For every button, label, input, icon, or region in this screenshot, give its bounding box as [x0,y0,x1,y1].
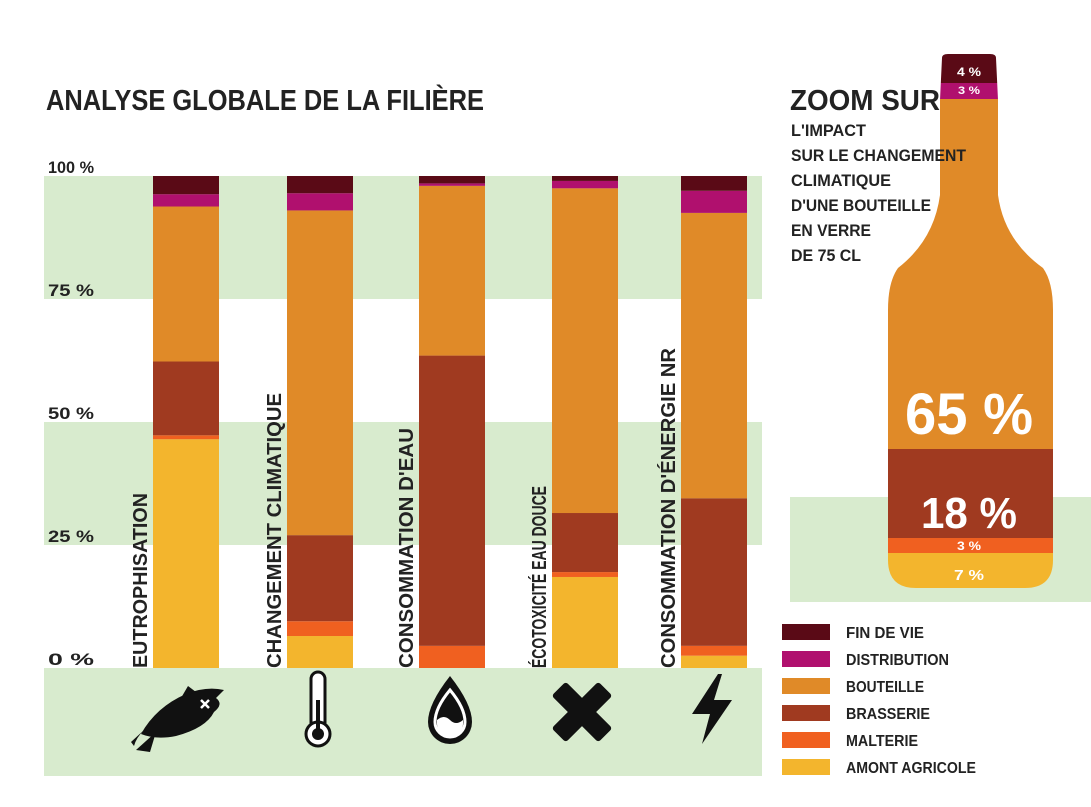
bar-labels: EUTROPHISATION CHANGEMENT CLIMATIQUE CONSO… [130,347,680,668]
bar-segment [287,636,353,668]
bar-segment [419,355,485,646]
icon-row [131,670,732,752]
bar-segment [681,190,747,213]
bar-segment [552,176,618,181]
zoom-title: ZOOM SUR [790,85,940,117]
bar-segment [681,645,747,656]
thermometer-icon [304,670,332,748]
bar-label: ÉCOTOXICITÉ EAU DOUCE [528,486,551,668]
stacked-bar-chart [153,176,747,668]
chart-title: ANALYSE GLOBALE DE LA FILIÈRE [46,83,484,117]
bar-segment [681,498,747,646]
bar-segment [681,212,747,499]
bar-segment [419,645,485,668]
zoom-subtitle-line: CLIMATIQUE [791,171,891,190]
bar-segment [552,572,618,577]
bar-label: CONSOMMATION D'ÉNERGIE NR [657,347,680,668]
bar-segment [153,439,219,668]
legend-label: BRASSERIE [846,706,930,723]
bar-segment [419,176,485,184]
bar-segment [153,194,219,207]
bar-segment [552,513,618,573]
bottle-segment [888,553,1053,588]
bar-segment [287,176,353,194]
bar-segment [153,361,219,436]
bottle-segment [888,538,1053,553]
bottle-value-label: 18 % [921,489,1017,538]
legend-label: FIN DE VIE [846,625,924,642]
y-tick-label: 0 % [48,650,94,669]
bottle-value-label: 4 % [957,65,981,79]
bar-segment [681,176,747,191]
legend-swatch [782,705,830,721]
legend-label: DISTRIBUTION [846,652,949,669]
zoom-subtitle-line: L'IMPACT [791,121,867,140]
legend-label: AMONT AGRICOLE [846,760,976,777]
bar-segment [552,188,618,514]
legend-swatch [782,732,830,748]
bar-segment [419,183,485,186]
y-tick-label: 75 % [48,281,94,300]
zoom-subtitle-line: SUR LE CHANGEMENT [791,146,967,165]
bottle-value-label: 3 % [958,85,980,97]
zoom-text: ZOOM SUR L'IMPACT SUR LE CHANGEMENT CLIMATI… [790,65,1033,584]
legend-swatch [782,624,830,640]
bar-segment [287,621,353,637]
y-tick-label: 100 % [48,158,94,177]
zoom-subtitle-line: EN VERRE [791,221,871,240]
bar-segment [287,210,353,536]
legend-swatch [782,678,830,694]
bar-label: EUTROPHISATION [130,493,152,668]
bar-segment [287,535,353,622]
bar-segment [681,655,747,668]
zoom-subtitle-line: D'UNE BOUTEILLE [791,196,931,215]
bottle-segment [888,449,1053,538]
bar-segment [419,185,485,356]
y-tick-label: 25 % [48,527,94,546]
legend-label: MALTERIE [846,733,918,750]
bottle-value-label: 7 % [954,567,984,584]
bar-segment [552,576,618,668]
bar-segment [552,180,618,189]
band-75-100 [44,176,762,299]
bar-segment [153,176,219,195]
bar-label: CONSOMMATION D'EAU [396,428,418,668]
fish-icon [131,686,224,752]
bar-segment [153,435,219,440]
legend-label: BOUTEILLE [846,679,924,696]
zoom-subtitle-line: DE 75 CL [791,246,861,265]
lightning-icon [692,674,732,744]
bar-segment [287,193,353,211]
legend: FIN DE VIE DISTRIBUTION BOUTEILLE BRASSERIE… [782,624,976,777]
legend-swatch [782,651,830,667]
legend-swatch [782,759,830,775]
bottle-value-label: 65 % [905,382,1033,447]
water-drop-icon [428,676,472,744]
bar-label: CHANGEMENT CLIMATIQUE [264,393,286,668]
bottle-value-label: 3 % [957,539,981,553]
y-axis-ticks: 100 % 75 % 50 % 25 % 0 % [48,158,94,669]
y-tick-label: 50 % [48,404,94,423]
bar-segment [153,206,219,362]
cross-icon [552,682,612,742]
